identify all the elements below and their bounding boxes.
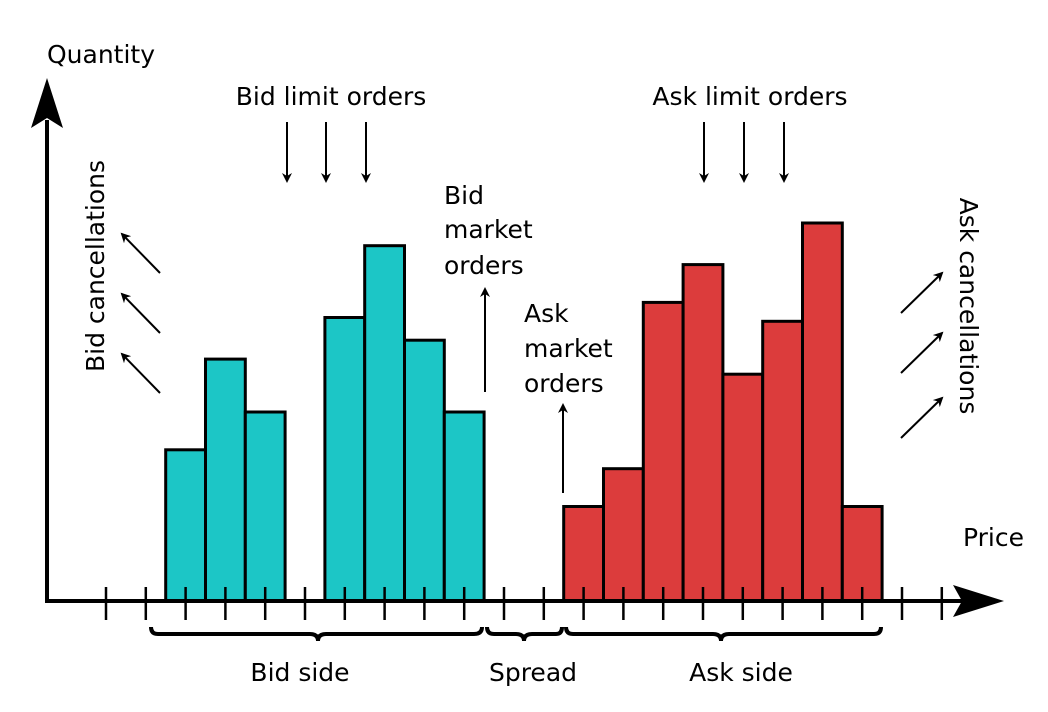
bid-market-orders-label-line2: market	[444, 215, 533, 244]
spread-brace	[485, 626, 564, 642]
ask-limit-orders-label: Ask limit orders	[652, 82, 847, 111]
ask-bar	[840, 505, 884, 603]
x-axis-arrowhead	[953, 585, 1004, 617]
bid-cancel-arrow-icon	[120, 292, 161, 334]
bid-cancellations-label: Bid cancellations	[81, 160, 110, 372]
x-axis-label: Price	[963, 523, 1024, 552]
bid-cancel-arrow-icon	[120, 352, 161, 394]
ask-cancel-arrow-icon	[900, 271, 944, 314]
ask-bar	[681, 263, 725, 603]
bid-bar	[243, 410, 287, 603]
ask-bar	[761, 319, 805, 603]
ask-side-label: Ask side	[689, 658, 793, 687]
bid-cancel-arrow-icon	[120, 232, 161, 274]
bid-limit-orders-label: Bid limit orders	[236, 82, 427, 111]
bid-market-orders-label-line1: Bid	[444, 181, 484, 210]
y-axis-arrowhead	[31, 78, 63, 128]
braces	[149, 626, 883, 642]
bid-limit-order-arrows	[282, 122, 371, 183]
bid-bar	[403, 338, 446, 603]
ask-cancel-arrow-icon	[900, 331, 944, 374]
ask-limit-order-arrows	[699, 122, 789, 183]
bid-bar	[204, 357, 247, 603]
bars-group	[164, 221, 884, 603]
spread-label: Spread	[489, 658, 577, 687]
ask-cancellations-label: Ask cancellations	[954, 198, 983, 415]
ask-cancellation-arrows	[900, 271, 944, 439]
bid-cancellation-arrows	[120, 232, 161, 394]
ask-market-orders-label-line2: market	[524, 334, 613, 363]
bid-bar	[164, 448, 207, 603]
bid-market-orders-label-line3: orders	[444, 251, 524, 280]
ask-bar	[801, 221, 844, 603]
ask-market-orders-label-line3: orders	[524, 369, 604, 398]
ask-bar	[721, 372, 765, 603]
bid-side-label: Bid side	[250, 658, 349, 687]
bid-bar	[442, 410, 486, 603]
ask-cancel-arrow-icon	[900, 396, 944, 439]
ask-bar	[562, 505, 606, 603]
ask-bar	[602, 467, 645, 603]
x-axis-ticks	[104, 587, 944, 620]
bid-bar	[323, 316, 367, 603]
ask-side-brace	[564, 626, 883, 642]
y-axis-label: Quantity	[47, 40, 155, 69]
ask-bar	[641, 300, 685, 603]
bid-side-brace	[149, 626, 484, 642]
bid-bar	[363, 244, 407, 603]
ask-market-orders-label-line1: Ask	[524, 299, 569, 328]
